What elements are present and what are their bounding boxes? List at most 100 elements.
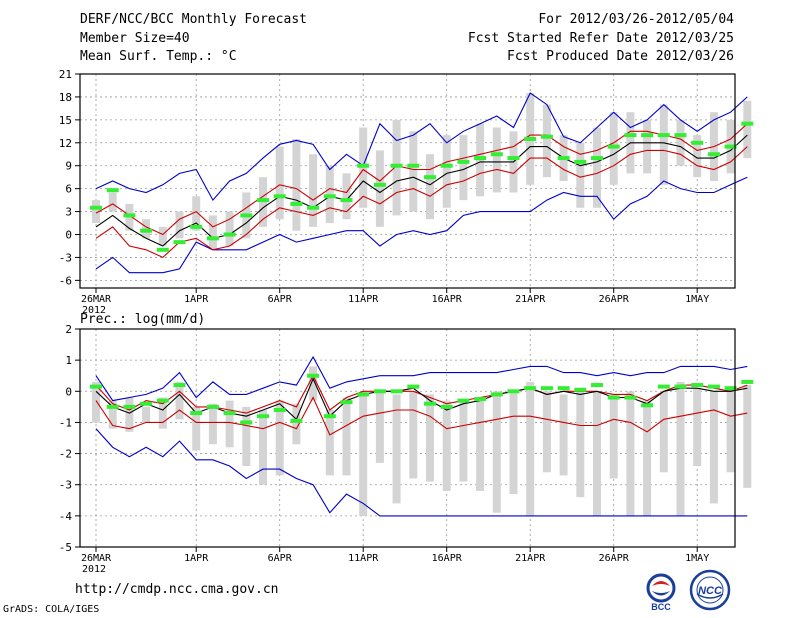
- prec-ensemble-marker: [741, 379, 754, 384]
- prec-ensemble-marker: [323, 414, 336, 419]
- temp-spread-box: [192, 196, 201, 231]
- prec-spread-box: [626, 391, 635, 516]
- temp-spread-box: [676, 119, 685, 166]
- temp-ytick-label: -3: [59, 251, 72, 264]
- prec-xtick-label: 21APR: [515, 553, 546, 564]
- prec-ensemble-marker: [140, 401, 153, 406]
- temp-ensemble-marker: [457, 159, 470, 164]
- prec-spread-box: [242, 406, 251, 467]
- prec-ensemble-marker: [156, 398, 169, 403]
- prec-ensemble-marker: [457, 398, 470, 403]
- temp-ensemble-marker: [123, 213, 136, 218]
- temp-spread-box: [643, 119, 652, 174]
- temp-spread-box: [208, 215, 217, 250]
- temp-mean-line: [95, 134, 748, 247]
- forecast-produced-date: Fcst Produced Date 2012/03/26: [507, 49, 734, 64]
- prec-ensemble-marker: [624, 395, 637, 400]
- prec-ytick-label: 2: [65, 323, 72, 336]
- temp-ensemble-marker: [373, 182, 386, 187]
- prec-xtick-label: 6APR: [268, 553, 293, 564]
- prec-spread-box: [709, 391, 718, 504]
- temp-spread-box: [292, 138, 301, 231]
- temp-ensemble-marker: [357, 163, 370, 168]
- prec-spread-box: [442, 400, 451, 491]
- temp-ensemble-marker: [240, 213, 253, 218]
- temp-spread-box: [693, 135, 702, 178]
- prec-ensemble-marker: [273, 407, 286, 412]
- prec-spread-box: [375, 391, 384, 463]
- prec-spread-box: [476, 397, 485, 491]
- temp-ytick-label: 18: [59, 91, 72, 104]
- source-url[interactable]: http://cmdp.ncc.cma.gov.cn: [75, 582, 279, 597]
- temp-max-line: [95, 92, 748, 202]
- prec-spread-box: [542, 391, 551, 473]
- temp-ensemble-marker: [607, 144, 620, 149]
- prec-ensemble-marker: [674, 384, 687, 389]
- prec-ensemble-marker: [240, 420, 253, 425]
- temp-ensemble-marker: [707, 152, 720, 157]
- variable-label: Mean Surf. Temp.: °C: [80, 49, 237, 64]
- temp-xtick-label: 26APR: [599, 294, 630, 305]
- temp-ensemble-marker: [323, 194, 336, 199]
- prec-spread-box: [726, 388, 735, 473]
- prec-ensemble-marker: [524, 386, 537, 391]
- prec-spread-box: [492, 391, 501, 513]
- temp-spread-box: [108, 192, 117, 212]
- prec-spread-box: [325, 409, 334, 476]
- prec-ensemble-marker: [290, 418, 303, 423]
- temp-ytick-label: 3: [65, 206, 72, 219]
- temp-ensemble-marker: [691, 140, 704, 145]
- temp-xtick-label: 1APR: [184, 294, 209, 305]
- temp-ensemble-marker: [156, 247, 169, 252]
- forecast-started-date: Fcst Started Refer Date 2012/03/25: [467, 31, 734, 46]
- temp-ensemble-marker: [657, 133, 670, 138]
- prec-ensemble-marker: [591, 383, 603, 388]
- prec-spread-box: [743, 385, 752, 488]
- temp-xtick-label: 21APR: [515, 294, 546, 305]
- prec-ensemble-marker: [90, 384, 102, 389]
- temp-xtick-label: 11APR: [348, 294, 379, 305]
- temp-ensemble-marker: [741, 121, 754, 126]
- prec-spread-box: [426, 394, 434, 482]
- temp-ensemble-marker: [440, 163, 453, 168]
- temp-ensemble-marker: [290, 201, 303, 206]
- temp-plot-frame: [79, 73, 736, 289]
- prec-ensemble-marker: [424, 401, 436, 406]
- prec-spread-box: [643, 400, 652, 516]
- temp-spread-box: [309, 154, 318, 227]
- temp-spread-box: [175, 211, 184, 239]
- ncc-logo-text: NCC: [698, 585, 723, 597]
- prec-spread-box: [208, 403, 217, 445]
- prec-spread-box: [225, 400, 234, 448]
- temp-spread-box: [459, 135, 468, 201]
- prec-ensemble-marker: [173, 383, 186, 388]
- temp-panel: -6 -3 0 3 6 9 12 15 18 21 26MAR 1APR 6APR 11APR 16APR 2…: [59, 68, 754, 316]
- temp-ytick-label: 12: [59, 137, 72, 150]
- temp-spread-box: [743, 100, 752, 159]
- temp-upper-line: [95, 123, 748, 236]
- temp-ensemble-marker: [591, 156, 603, 161]
- temp-spread-box: [275, 146, 284, 220]
- temp-ensemble-marker: [557, 156, 570, 161]
- prec-panel: -5 -4 -3 -2 -1 0 1 2 26MAR 1APR 6APR 11APR 16APR 21AP…: [59, 323, 754, 575]
- temp-ytick-label: 0: [65, 229, 72, 242]
- prec-spread-box: [359, 391, 368, 516]
- prec-lower-line: [95, 396, 748, 436]
- temp-ensemble-marker: [641, 133, 654, 138]
- temp-spread-box: [92, 200, 100, 224]
- temp-ensemble-marker: [674, 133, 687, 138]
- prec-spread-box: [92, 381, 100, 423]
- prec-ytick-label: 1: [65, 354, 72, 367]
- prec-ensemble-marker: [507, 389, 520, 394]
- temp-ensemble-marker: [524, 136, 537, 141]
- prec-xtick-label: 11APR: [348, 553, 379, 564]
- prec-spread-box: [125, 397, 134, 432]
- forecast-period: For 2012/03/26-2012/05/04: [538, 12, 734, 27]
- prec-max-line: [95, 355, 748, 402]
- temp-spread-box: [442, 135, 451, 208]
- prec-ensemble-marker: [390, 389, 403, 394]
- prec-ensemble-marker: [474, 397, 487, 402]
- temp-ytick-label: 6: [65, 183, 72, 196]
- prec-spread-box: [259, 409, 267, 485]
